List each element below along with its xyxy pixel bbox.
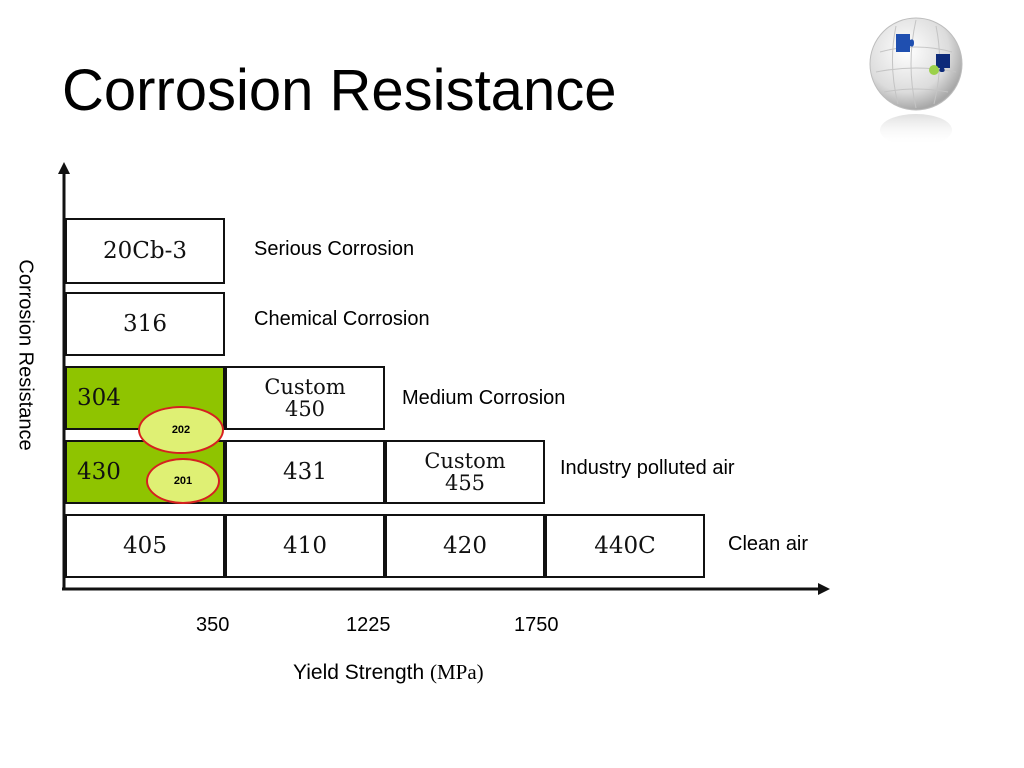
- grade-box-431: 431: [225, 440, 385, 504]
- grade-label: 316: [123, 310, 167, 337]
- slide-title: Corrosion Resistance: [62, 58, 617, 123]
- grade-box-316: 316: [65, 292, 225, 356]
- x-tick-1225: 1225: [346, 614, 391, 636]
- grade-label: 420: [443, 532, 487, 559]
- grade-box-20cb3: 20Cb-3: [65, 218, 225, 284]
- x-axis-label-text: Yield Strength: [293, 661, 425, 684]
- grade-label-line2: 450: [284, 397, 326, 421]
- grade-label-line2: 455: [444, 471, 486, 495]
- grade-box-custom-450: Custom 450: [225, 366, 385, 430]
- grade-box-custom-455: Custom 455: [385, 440, 545, 504]
- x-axis-arrow: [818, 583, 830, 595]
- grade-box-410: 410: [225, 514, 385, 578]
- grade-box-420: 420: [385, 514, 545, 578]
- x-tick-1750: 1750: [514, 614, 559, 636]
- grade-label-line1: Custom: [424, 448, 506, 473]
- grade-label: 430: [77, 458, 121, 485]
- grade-marker-202: 202: [138, 406, 224, 454]
- grade-label: 410: [283, 532, 327, 559]
- category-chemical-corrosion: Chemical Corrosion: [254, 308, 430, 330]
- x-tick-350: 350: [196, 614, 230, 636]
- grade-label: 405: [123, 532, 167, 559]
- globe-puzzle-logo: [869, 17, 963, 146]
- category-medium-corrosion: Medium Corrosion: [402, 387, 566, 409]
- grade-label: 431: [283, 458, 327, 485]
- marker-label: 201: [173, 475, 193, 487]
- grade-label-line1: Custom: [264, 374, 346, 399]
- grade-label: 304: [77, 384, 121, 411]
- grade-box-405: 405: [65, 514, 225, 578]
- y-axis-label: Corrosion Resistance: [14, 259, 37, 451]
- grade-label: 440C: [594, 532, 656, 559]
- grade-marker-201: 201: [146, 458, 220, 504]
- x-axis-unit: (MPa): [429, 660, 484, 684]
- y-axis-arrow: [58, 162, 70, 174]
- category-clean-air: Clean air: [728, 533, 809, 555]
- grade-box-440c: 440C: [545, 514, 705, 578]
- grade-label: 20Cb-3: [103, 237, 187, 264]
- category-industry-polluted-air: Industry polluted air: [560, 457, 735, 479]
- marker-label: 202: [171, 424, 191, 436]
- x-axis-label: Yield Strength (MPa): [293, 660, 484, 685]
- category-serious-corrosion: Serious Corrosion: [254, 238, 415, 260]
